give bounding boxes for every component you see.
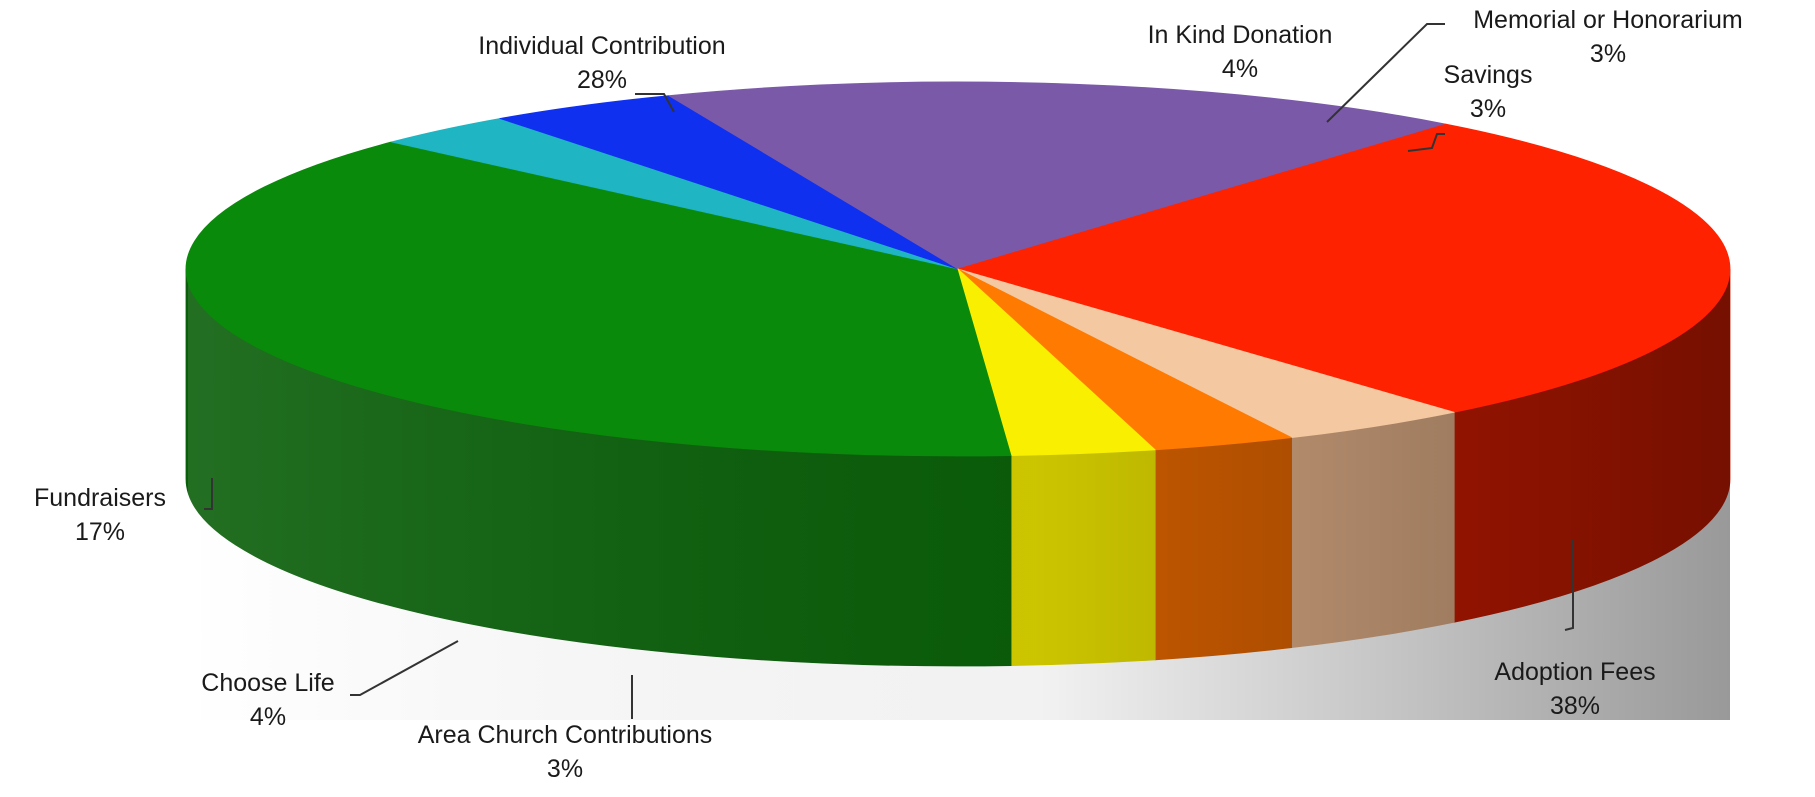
slice-percent-adoption-fees: 38% bbox=[1550, 692, 1600, 720]
leader-line-choose-life bbox=[350, 640, 459, 696]
slice-label-memorial-or-honorarium: Memorial or Honorarium bbox=[1473, 6, 1743, 34]
slice-percent-choose-life: 4% bbox=[250, 703, 286, 731]
leader-lines bbox=[204, 23, 1574, 719]
slice-percent-fundraisers: 17% bbox=[75, 518, 125, 546]
slice-percent-memorial-or-honorarium: 3% bbox=[1590, 40, 1626, 68]
slice-percent-area-church-contributions: 3% bbox=[547, 755, 583, 783]
slice-label-area-church-contributions: Area Church Contributions bbox=[418, 721, 713, 749]
leader-line-savings bbox=[1407, 133, 1445, 152]
pie-slice-side-memorial-or-honorarium bbox=[1154, 437, 1292, 661]
pie-slice-side-savings bbox=[1011, 449, 1156, 666]
leader-line-adoption-fees bbox=[1564, 540, 1574, 631]
slice-label-in-kind-donation: In Kind Donation bbox=[1148, 21, 1333, 49]
leader-line-fundraisers bbox=[204, 478, 213, 510]
slice-label-choose-life: Choose Life bbox=[201, 669, 334, 697]
leader-line-individual-contribution bbox=[635, 93, 675, 113]
pie-slice-side-in-kind-donation bbox=[1291, 411, 1455, 649]
slice-percent-individual-contribution: 28% bbox=[577, 66, 627, 94]
pie-slice-fundraisers bbox=[668, 81, 1447, 270]
slice-label-savings: Savings bbox=[1444, 61, 1533, 89]
slice-label-individual-contribution: Individual Contribution bbox=[478, 32, 725, 60]
pie-slice-in-kind-donation bbox=[957, 268, 1455, 439]
slice-percent-savings: 3% bbox=[1470, 95, 1506, 123]
pie-slice-savings bbox=[957, 268, 1156, 456]
slice-percent-in-kind-donation: 4% bbox=[1222, 55, 1258, 83]
slice-label-fundraisers: Fundraisers bbox=[34, 484, 166, 512]
pie-slice-adoption-fees bbox=[185, 141, 1013, 457]
slice-labels: Adoption Fees 38% Area Church Contribution… bbox=[34, 6, 1743, 783]
slice-label-adoption-fees: Adoption Fees bbox=[1494, 658, 1655, 686]
pie-slice-individual-contribution bbox=[957, 123, 1731, 413]
leader-line-memorial-or-honorarium bbox=[1326, 23, 1445, 123]
pie-tops bbox=[185, 81, 1731, 457]
